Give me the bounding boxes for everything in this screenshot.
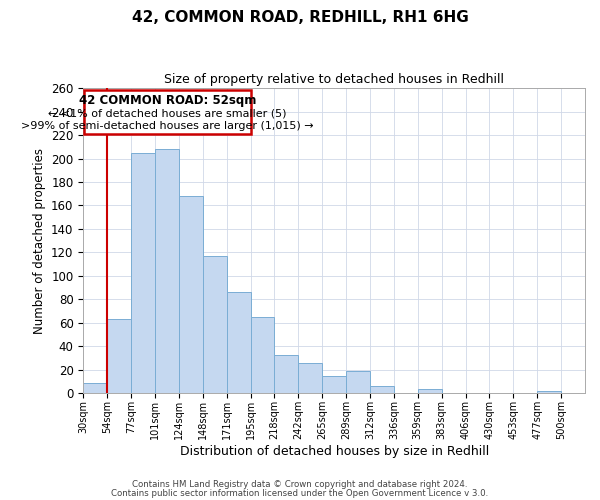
- Bar: [274, 354, 298, 394]
- Title: Size of property relative to detached houses in Redhill: Size of property relative to detached ho…: [164, 72, 504, 86]
- Bar: [251, 317, 274, 394]
- Bar: [179, 196, 203, 394]
- Bar: [370, 386, 394, 394]
- Text: 42 COMMON ROAD: 52sqm: 42 COMMON ROAD: 52sqm: [79, 94, 256, 108]
- Text: Contains HM Land Registry data © Crown copyright and database right 2024.: Contains HM Land Registry data © Crown c…: [132, 480, 468, 489]
- Bar: [227, 292, 251, 394]
- Y-axis label: Number of detached properties: Number of detached properties: [32, 148, 46, 334]
- Text: >99% of semi-detached houses are larger (1,015) →: >99% of semi-detached houses are larger …: [21, 121, 314, 131]
- X-axis label: Distribution of detached houses by size in Redhill: Distribution of detached houses by size …: [179, 444, 489, 458]
- Bar: [131, 152, 155, 394]
- Text: 42, COMMON ROAD, REDHILL, RH1 6HG: 42, COMMON ROAD, REDHILL, RH1 6HG: [131, 10, 469, 25]
- Bar: [346, 371, 370, 394]
- Bar: [537, 391, 561, 394]
- Bar: [418, 388, 442, 394]
- Bar: [298, 363, 322, 394]
- Bar: [203, 256, 227, 394]
- Bar: [322, 376, 346, 394]
- Text: ← <1% of detached houses are smaller (5): ← <1% of detached houses are smaller (5): [48, 109, 287, 119]
- Bar: [155, 149, 179, 394]
- Bar: [107, 320, 131, 394]
- Bar: [83, 383, 107, 394]
- FancyBboxPatch shape: [85, 90, 251, 134]
- Text: Contains public sector information licensed under the Open Government Licence v : Contains public sector information licen…: [112, 488, 488, 498]
